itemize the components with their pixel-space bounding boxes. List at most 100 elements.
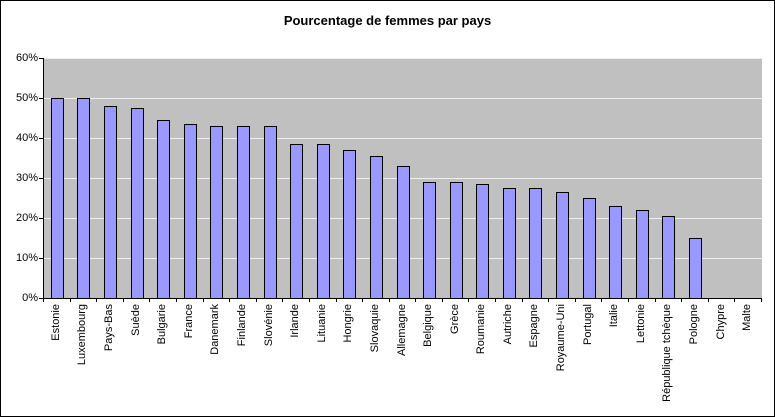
x-axis-category-label: Italie	[608, 304, 621, 328]
x-axis-category-label: Allemagne	[395, 304, 408, 356]
x-axis-category-label: Lettonie	[634, 304, 647, 344]
y-axis-tick-mark	[39, 98, 43, 99]
y-axis-tick-mark	[39, 258, 43, 259]
bar	[689, 238, 703, 298]
bar	[609, 206, 623, 298]
x-axis-category-label: Roumanie	[475, 304, 488, 355]
bar	[236, 126, 250, 298]
x-axis-tick-mark	[203, 299, 204, 302]
x-axis-tick-mark	[176, 299, 177, 302]
x-axis-tick-mark	[601, 299, 602, 302]
bar	[263, 126, 277, 298]
y-axis-tick-mark	[39, 58, 43, 59]
y-axis-tick-mark	[39, 218, 43, 219]
x-axis-tick-mark	[734, 299, 735, 302]
x-axis-tick-mark	[336, 299, 337, 302]
x-axis-tick-mark	[362, 299, 363, 302]
x-axis-category-label: Autriche	[501, 304, 514, 345]
y-axis-tick-label: 50%	[15, 92, 38, 104]
y-axis-tick-label: 20%	[15, 212, 38, 224]
x-axis-tick-mark	[522, 299, 523, 302]
x-axis-category-label: Royaume-Uni	[555, 304, 568, 372]
y-axis-tick-label: 60%	[15, 52, 38, 64]
x-axis-tick-mark	[681, 299, 682, 302]
x-axis-category-label: Lituanie	[315, 304, 328, 343]
x-axis-tick-mark	[468, 299, 469, 302]
plot-area	[43, 58, 762, 299]
bar	[635, 210, 649, 298]
y-axis-tick-label: 40%	[15, 132, 38, 144]
x-axis-category-label: Portugal	[581, 304, 594, 345]
bar	[157, 120, 171, 298]
y-axis-tick-label: 10%	[15, 252, 38, 264]
gridline	[44, 138, 762, 139]
x-axis-category-label: Grèce	[448, 304, 461, 334]
x-axis-category-label: Finlande	[235, 304, 248, 347]
bar	[343, 150, 357, 298]
x-axis-category-label: Estonie	[49, 304, 62, 341]
x-axis-tick-mark	[495, 299, 496, 302]
x-axis-tick-mark	[70, 299, 71, 302]
x-axis-category-label: Malte	[741, 304, 754, 331]
x-axis-tick-mark	[575, 299, 576, 302]
x-axis-tick-mark	[123, 299, 124, 302]
bar	[396, 166, 410, 298]
x-axis-tick-mark	[149, 299, 150, 302]
gridline	[44, 58, 762, 59]
x-axis-tick-mark	[309, 299, 310, 302]
x-axis-category-label: Hongrie	[342, 304, 355, 343]
x-axis-tick-mark	[389, 299, 390, 302]
x-axis-category-label: Slovaquie	[368, 304, 381, 353]
bar	[423, 182, 437, 298]
x-axis-category-label: Pologne	[688, 304, 701, 345]
x-axis-tick-mark	[761, 299, 762, 302]
x-axis-category-label: Danemark	[209, 304, 222, 355]
x-axis-tick-mark	[708, 299, 709, 302]
bar	[77, 98, 91, 298]
gridline	[44, 98, 762, 99]
x-axis-tick-mark	[229, 299, 230, 302]
bar	[662, 216, 676, 298]
x-axis-category-label: Suède	[129, 304, 142, 336]
x-axis-tick-mark	[628, 299, 629, 302]
bar	[529, 188, 543, 298]
x-axis-category-label: Bulgarie	[156, 304, 169, 345]
x-axis-category-label: Belgique	[422, 304, 435, 347]
bar	[476, 184, 490, 298]
x-axis-tick-mark	[442, 299, 443, 302]
x-axis-tick-mark	[655, 299, 656, 302]
x-axis-category-label: République tchèque	[661, 304, 674, 402]
bar	[556, 192, 570, 298]
bar	[582, 198, 596, 298]
bar	[449, 182, 463, 298]
bar	[103, 106, 117, 298]
x-axis-category-label: Luxembourg	[76, 304, 89, 366]
bar	[369, 156, 383, 298]
x-axis-tick-mark	[43, 299, 44, 302]
y-axis-tick-mark	[39, 298, 43, 299]
chart-title: Pourcentage de femmes par pays	[283, 13, 492, 28]
bar	[50, 98, 64, 298]
bar	[316, 144, 330, 298]
x-axis-category-label: Slovénie	[262, 304, 275, 347]
y-axis-tick-mark	[39, 178, 43, 179]
x-axis-category-label: Irlande	[289, 304, 302, 338]
x-axis-category-label: Espagne	[528, 304, 541, 348]
bar	[502, 188, 516, 298]
x-axis-tick-mark	[282, 299, 283, 302]
x-axis-category-label: France	[182, 304, 195, 339]
y-axis-tick-mark	[39, 138, 43, 139]
bar	[130, 108, 144, 298]
bar	[183, 124, 197, 298]
bar	[290, 144, 304, 298]
x-axis-tick-mark	[548, 299, 549, 302]
x-axis-tick-mark	[415, 299, 416, 302]
x-axis-tick-mark	[256, 299, 257, 302]
y-axis-tick-label: 30%	[15, 172, 38, 184]
x-axis-tick-mark	[96, 299, 97, 302]
x-axis-category-label: Chypre	[714, 304, 727, 340]
x-axis-category-label: Pays-Bas	[102, 304, 115, 352]
bar	[210, 126, 224, 298]
y-axis-tick-label: 0%	[22, 292, 38, 304]
